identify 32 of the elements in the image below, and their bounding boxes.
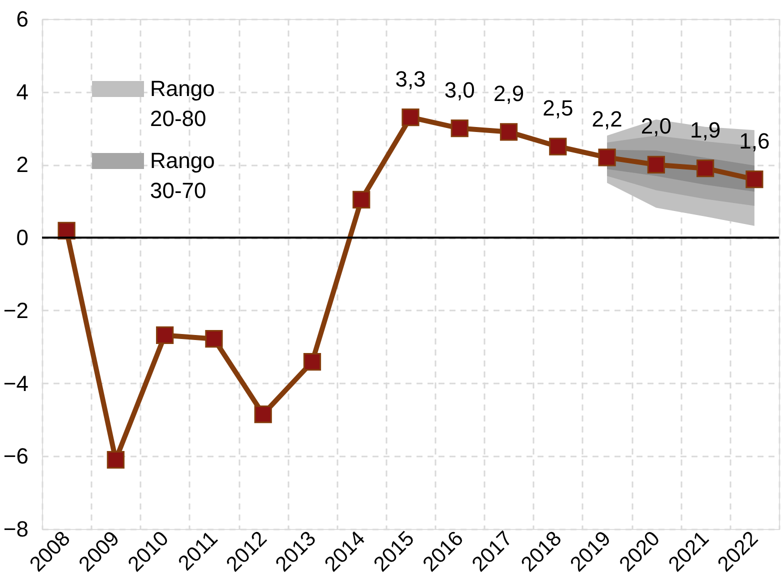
legend-label: Rango 20-80 [150, 76, 215, 131]
point [156, 326, 174, 344]
point [205, 330, 223, 348]
y-tick-label: 0 [16, 225, 28, 250]
point [500, 123, 518, 141]
data-label: 2,0 [640, 114, 672, 139]
point [450, 119, 468, 138]
point [549, 138, 567, 156]
y-tick-label: −2 [3, 298, 28, 323]
y-tick-label: 2 [16, 152, 28, 178]
point [647, 156, 665, 174]
y-tick-label: −8 [3, 516, 28, 542]
data-label: 1,9 [690, 117, 721, 142]
point [254, 405, 272, 424]
point [352, 190, 370, 208]
data-label: 2,2 [592, 106, 622, 132]
y-tick-label: 6 [16, 6, 28, 32]
data-label: 1,6 [739, 128, 770, 154]
point [598, 148, 616, 166]
data-label: 3,0 [444, 77, 475, 102]
point [746, 170, 764, 188]
data-label: 2,5 [542, 96, 574, 120]
y-tick-label: −4 [3, 370, 28, 396]
y-tick-label: −6 [3, 444, 28, 469]
point [303, 352, 322, 371]
point [696, 160, 714, 178]
point [402, 108, 420, 126]
y-tick-label: 4 [16, 79, 28, 104]
point [106, 450, 125, 469]
data-label: 2,9 [493, 80, 524, 106]
legend-label: Rango 30-70 [150, 148, 215, 203]
data-label: 3,3 [395, 66, 426, 92]
